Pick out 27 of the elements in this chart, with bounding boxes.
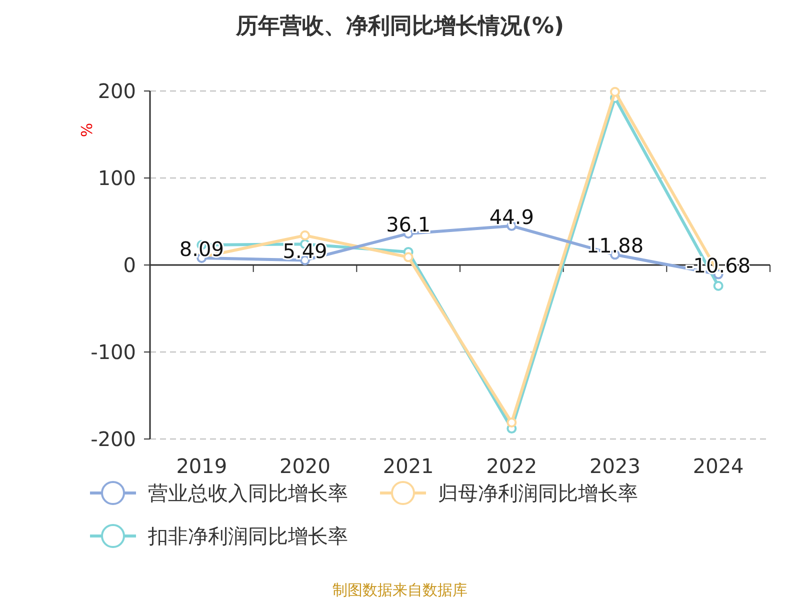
point bbox=[506, 417, 517, 428]
x-tick-label: 2019 bbox=[176, 454, 228, 478]
legend-label: 营业总收入同比增长率 bbox=[148, 481, 348, 505]
x-tick-label: 2020 bbox=[280, 454, 330, 478]
chart-title: 历年营收、净利同比增长情况(%) bbox=[234, 14, 564, 39]
data-label: 8.09 bbox=[179, 236, 224, 261]
legend-label: 归母净利润同比增长率 bbox=[438, 481, 638, 505]
x-tick-label: 2021 bbox=[382, 454, 434, 478]
text: 制图数据来自数据库 bbox=[332, 581, 468, 599]
data-label: 5.49 bbox=[282, 239, 328, 264]
data-label: 11.88 bbox=[586, 234, 644, 258]
x-tick-label: 2024 bbox=[692, 454, 744, 478]
y-tick-label: -100 bbox=[90, 340, 136, 364]
legend-label: 扣非净利润同比增长率 bbox=[147, 524, 348, 548]
point bbox=[713, 280, 724, 291]
x-tick-label: 2022 bbox=[486, 454, 538, 478]
point bbox=[403, 252, 414, 262]
y-tick-label: -200 bbox=[90, 427, 136, 451]
y-axis-title: % bbox=[78, 122, 96, 138]
y-tick-label: 100 bbox=[98, 166, 136, 190]
data-label: 36.1 bbox=[386, 212, 431, 237]
point bbox=[610, 86, 620, 97]
point bbox=[300, 230, 310, 240]
data-label: 44.9 bbox=[489, 204, 534, 229]
y-tick-label: 200 bbox=[98, 79, 136, 103]
y-tick-label: 0 bbox=[123, 253, 136, 277]
x-tick-label: 2023 bbox=[590, 454, 640, 478]
